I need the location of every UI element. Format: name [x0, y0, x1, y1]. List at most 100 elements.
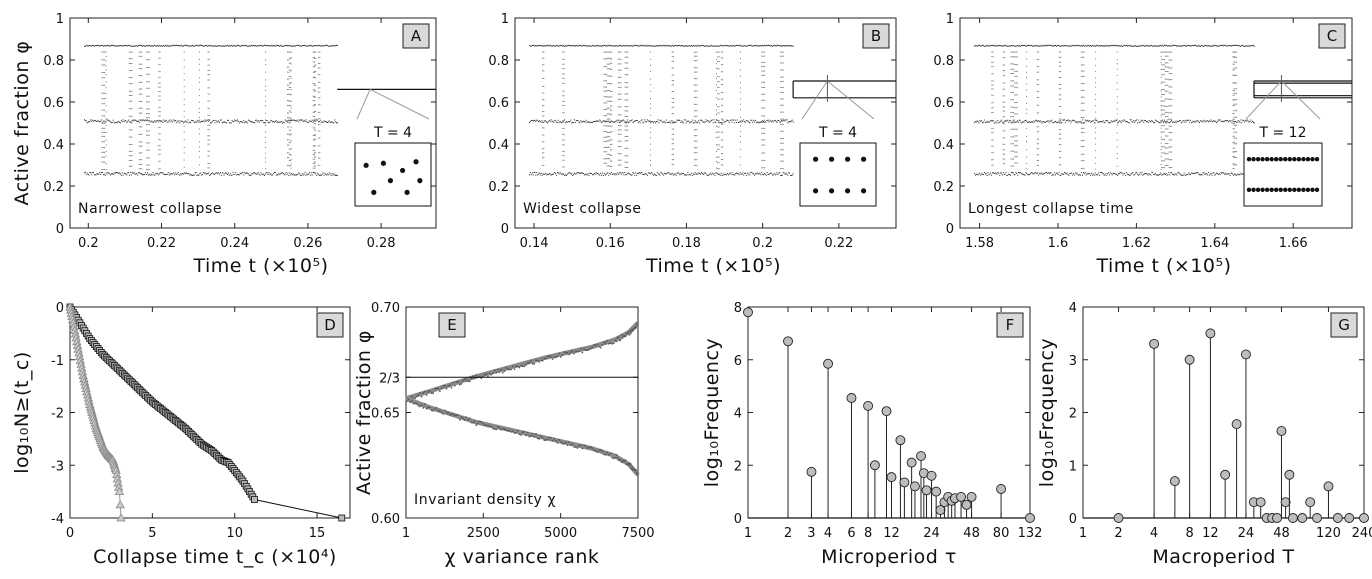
data-point: [1133, 45, 1135, 47]
data-point: [748, 44, 750, 46]
data-point: [707, 174, 709, 176]
data-point: [718, 61, 720, 63]
y-tick-label: 0: [56, 301, 64, 316]
data-point: [605, 45, 607, 47]
data-point: [1005, 45, 1007, 47]
data-point: [693, 78, 695, 80]
data-point: [754, 173, 756, 175]
data-point: [1032, 121, 1034, 123]
data-point: [265, 105, 267, 107]
data-point: [102, 109, 104, 111]
data-point: [1180, 174, 1182, 176]
data-point: [543, 45, 545, 47]
data-point: [715, 150, 717, 152]
data-point: [223, 121, 225, 123]
data-point: [1222, 44, 1224, 46]
data-point: [312, 158, 314, 160]
data-point: [1087, 45, 1089, 47]
data-point: [288, 139, 290, 141]
data-point: [1180, 120, 1182, 122]
data-point: [780, 45, 782, 47]
data-point: [178, 44, 180, 46]
data-point: [102, 51, 104, 53]
data-point: [1097, 174, 1099, 176]
data-point: [611, 58, 613, 60]
data-point: [624, 82, 626, 84]
data-point: [710, 44, 712, 46]
data-point: [1116, 96, 1118, 98]
y-tick-label: 0.2: [933, 180, 954, 195]
data-point: [1099, 121, 1101, 123]
data-point: [649, 159, 651, 161]
data-point: [1111, 174, 1113, 176]
data-point: [543, 51, 545, 53]
data-point: [707, 45, 709, 47]
data-point: [1127, 45, 1128, 47]
data-point: [160, 120, 162, 122]
data-point: [603, 125, 605, 127]
data-point: [108, 172, 110, 174]
data-point: [606, 158, 608, 160]
data-point: [1183, 121, 1185, 123]
data-point: [1000, 172, 1002, 174]
data-point: [122, 45, 124, 47]
data-point: [657, 45, 659, 47]
data-point: [288, 164, 290, 166]
data-point: [286, 44, 288, 46]
data-point: [84, 45, 86, 47]
data-point: [207, 173, 209, 175]
data-point: [673, 97, 675, 99]
data-point: [995, 173, 997, 175]
data-point: [88, 121, 90, 123]
data-point: [288, 105, 290, 107]
data-point: [564, 119, 566, 121]
data-point: [1102, 45, 1104, 47]
data-point: [1146, 44, 1148, 46]
data-point: [671, 106, 673, 108]
data-point: [994, 122, 996, 124]
data-point: [161, 120, 163, 122]
data-point: [717, 68, 719, 70]
data-point: [163, 173, 165, 175]
data-point: [208, 93, 210, 95]
data-point: [288, 133, 290, 135]
data-point: [309, 172, 310, 174]
data-point: [730, 119, 732, 121]
data-point: [1211, 121, 1213, 123]
data-point: [315, 118, 317, 120]
data-point: [610, 105, 612, 107]
data-point: [610, 149, 612, 151]
data-point: [1161, 131, 1163, 133]
data-point: [232, 172, 234, 174]
data-point: [991, 94, 993, 96]
data-point: [1083, 132, 1085, 134]
data-point: [781, 87, 783, 89]
data-point: [136, 45, 138, 47]
data-point: [587, 121, 589, 123]
data-point: [1183, 44, 1185, 46]
data-point: [785, 119, 787, 121]
data-point: [773, 172, 775, 174]
data-point: [155, 45, 157, 47]
data-point: [146, 73, 148, 75]
inset-dot: [813, 156, 819, 162]
data-point: [550, 119, 552, 121]
data-point: [696, 140, 698, 142]
data-point: [1082, 117, 1084, 119]
data-point: [315, 161, 317, 163]
data-point: [288, 57, 290, 59]
data-point: [1066, 45, 1068, 47]
data-point: [1146, 173, 1148, 175]
data-point: [1055, 172, 1057, 174]
data-point: [1077, 44, 1079, 46]
data-point: [733, 173, 735, 175]
data-point: [1244, 119, 1246, 121]
data-point: [1163, 81, 1165, 83]
data-point: [1113, 44, 1115, 46]
data-point: [558, 45, 560, 47]
data-point: [724, 44, 726, 46]
data-point: [122, 174, 124, 176]
data-point: [145, 119, 147, 121]
data-point: [1002, 44, 1004, 46]
data-point: [323, 120, 325, 122]
